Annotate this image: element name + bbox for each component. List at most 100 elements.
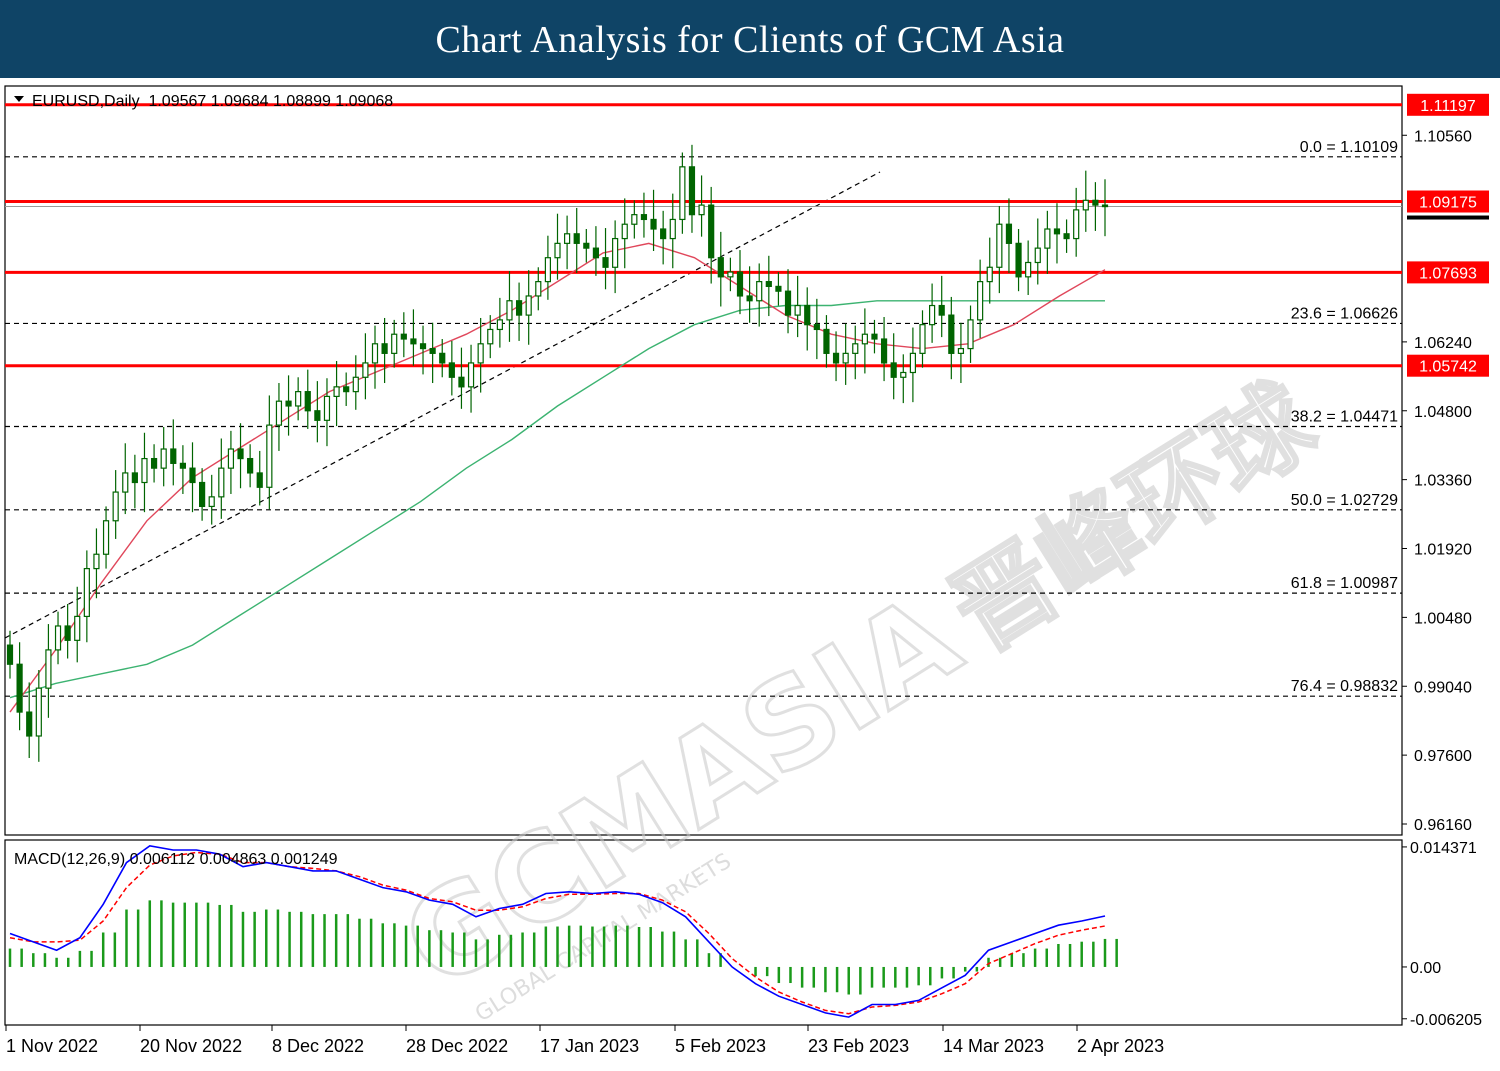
candle-body bbox=[304, 391, 311, 412]
candle-body bbox=[1005, 223, 1013, 244]
trading-chart[interactable]: GCMASIA 晋峰环球 GLOBAL CAPITAL MARKETS 0.0 … bbox=[0, 78, 1500, 1071]
candle-body bbox=[381, 343, 388, 354]
candle-body bbox=[26, 711, 33, 737]
candle-body bbox=[343, 386, 350, 393]
chart-frame: GCMASIA 晋峰环球 GLOBAL CAPITAL MARKETS 0.0 … bbox=[0, 78, 1500, 1071]
candle-body bbox=[400, 333, 407, 340]
chart-title: Chart Analysis for Clients of GCM Asia bbox=[435, 19, 1065, 61]
candle-body bbox=[938, 304, 945, 316]
candle-body bbox=[919, 324, 926, 354]
level-tag bbox=[1407, 354, 1489, 377]
macd-indicator bbox=[8, 844, 1118, 1018]
candle-body bbox=[900, 371, 907, 378]
candle-body bbox=[391, 333, 398, 354]
candle-body bbox=[218, 467, 225, 498]
candlesticks bbox=[6, 144, 1109, 762]
candle-body bbox=[784, 290, 792, 316]
candle-body bbox=[515, 300, 523, 316]
candle-body bbox=[1063, 233, 1070, 240]
candle-body bbox=[804, 304, 811, 326]
chart-header: Chart Analysis for Clients of GCM Asia bbox=[0, 0, 1500, 78]
candle-body bbox=[986, 266, 993, 283]
candle-body bbox=[554, 242, 561, 259]
macd-tick-label: 0.014371 bbox=[1410, 840, 1477, 857]
candle-body bbox=[6, 644, 14, 665]
candle-body bbox=[1044, 228, 1051, 249]
candle-body bbox=[247, 457, 254, 474]
candle-body bbox=[439, 352, 446, 364]
candle-body bbox=[592, 247, 600, 259]
macd-tick-label: -0.006205 bbox=[1410, 1012, 1482, 1029]
candle-body bbox=[295, 391, 302, 407]
candle-body bbox=[496, 319, 503, 331]
collapse-arrow-icon[interactable] bbox=[14, 96, 24, 102]
candle-body bbox=[237, 448, 244, 460]
date-tick-label: 1 Nov 2022 bbox=[6, 1036, 98, 1056]
candle-body bbox=[535, 281, 542, 297]
candle-body bbox=[199, 481, 206, 508]
candle-body bbox=[83, 567, 90, 618]
candle-body bbox=[45, 649, 52, 689]
candle-body bbox=[573, 233, 580, 244]
candle-body bbox=[35, 687, 42, 737]
candle-body bbox=[1101, 204, 1109, 208]
candle-body bbox=[813, 324, 820, 331]
candle-body bbox=[448, 362, 455, 378]
price-tick-label: 0.96160 bbox=[1414, 817, 1472, 834]
candle-body bbox=[996, 223, 1003, 268]
price-axis: 1.10560 1.06240 1.04800 1.03360 1.01920 1.004… bbox=[1402, 128, 1472, 834]
candle-body bbox=[1015, 242, 1022, 278]
candle-body bbox=[256, 472, 263, 488]
candle-body bbox=[564, 233, 571, 244]
price-info-label: EURUSD,Daily 1.09567 1.09684 1.08899 1.0… bbox=[32, 93, 393, 110]
fib-level-label: 0.0 = 1.10109 bbox=[1300, 139, 1398, 156]
candle-body bbox=[832, 352, 840, 364]
candle-body bbox=[880, 338, 888, 364]
candle-body bbox=[150, 457, 158, 469]
fib-level-label: 61.8 = 1.00987 bbox=[1291, 575, 1398, 592]
candle-body bbox=[1082, 199, 1089, 211]
candle-body bbox=[775, 285, 782, 292]
candle-body bbox=[823, 328, 830, 354]
candle-body bbox=[170, 448, 177, 464]
candle-body bbox=[977, 281, 984, 321]
candle-body bbox=[1053, 228, 1061, 235]
candle-body bbox=[583, 242, 590, 249]
candle-body bbox=[929, 304, 936, 326]
price-tick-label: 1.03360 bbox=[1414, 473, 1472, 490]
candle-body bbox=[890, 362, 897, 378]
price-info: EURUSD,Daily 1.09567 1.09684 1.08899 1.0… bbox=[14, 93, 393, 110]
candle-body bbox=[477, 343, 484, 364]
candle-body bbox=[669, 218, 676, 240]
candle-body bbox=[54, 625, 62, 651]
candle-body bbox=[410, 338, 417, 345]
candle-body bbox=[362, 362, 369, 378]
candle-body bbox=[679, 166, 686, 221]
fib-level-label: 23.6 = 1.06626 bbox=[1291, 305, 1398, 322]
candle-body bbox=[1025, 261, 1032, 278]
candle-body bbox=[93, 553, 100, 570]
candle-body bbox=[650, 218, 657, 230]
candle-body bbox=[227, 448, 235, 469]
candle-body bbox=[727, 271, 734, 278]
candle-body bbox=[660, 228, 667, 240]
candle-body bbox=[948, 314, 955, 354]
price-tick-label: 1.04800 bbox=[1414, 404, 1472, 421]
candle-body bbox=[419, 343, 427, 350]
candle-body bbox=[602, 257, 609, 268]
candle-body bbox=[323, 395, 331, 421]
candle-body bbox=[957, 347, 965, 354]
candle-body bbox=[487, 328, 494, 345]
date-tick-label: 23 Feb 2023 bbox=[808, 1036, 909, 1056]
candle-body bbox=[506, 300, 513, 321]
candle-body bbox=[314, 410, 321, 421]
candle-body bbox=[112, 491, 119, 522]
candle-body bbox=[525, 295, 532, 316]
date-tick-label: 14 Mar 2023 bbox=[943, 1036, 1044, 1056]
candle-body bbox=[736, 271, 744, 297]
trendline bbox=[4, 171, 881, 639]
candle-body bbox=[852, 343, 859, 354]
candle-body bbox=[131, 472, 138, 484]
candle-body bbox=[708, 204, 715, 259]
candle-body bbox=[208, 496, 215, 508]
